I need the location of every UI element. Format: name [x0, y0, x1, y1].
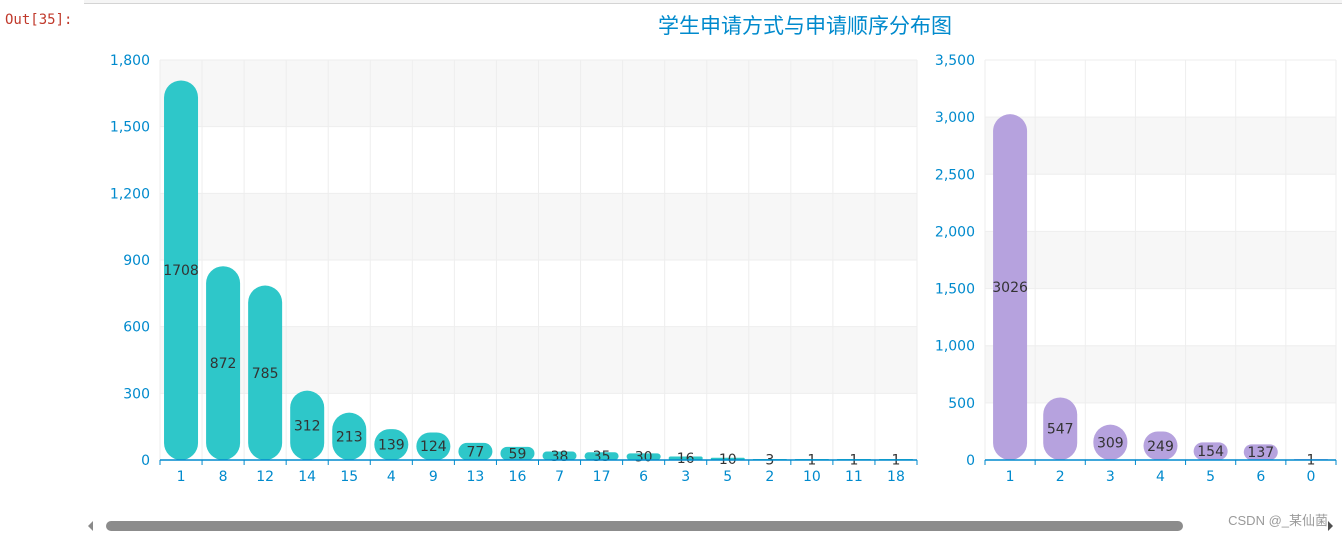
right-x-tick-label: 4	[1156, 469, 1165, 485]
left-y-tick-label: 1,500	[110, 120, 150, 136]
right-x-tick-label: 2	[1056, 469, 1065, 485]
left-y-tick-label: 900	[123, 253, 150, 269]
left-x-tick-label: 16	[509, 469, 527, 485]
left-x-tick-label: 7	[555, 469, 564, 485]
right-bar	[1193, 442, 1228, 460]
horizontal-scrollbar[interactable]	[88, 517, 1333, 535]
left-bar	[500, 446, 535, 460]
right-y-tick-label: 0	[966, 453, 975, 469]
scroll-right-arrow-icon[interactable]	[1328, 521, 1333, 531]
left-data-label: 872	[210, 356, 237, 372]
right-y-tick-label: 1,000	[935, 339, 975, 355]
right-y-tick-label: 3,500	[935, 53, 975, 69]
left-x-tick-label: 17	[593, 469, 611, 485]
left-data-label: 77	[467, 444, 485, 460]
left-bar	[332, 412, 367, 460]
output-prompt: Out[35]:	[5, 12, 73, 28]
left-data-label: 38	[551, 449, 569, 465]
right-grid-band	[985, 231, 1336, 289]
left-bar	[668, 456, 703, 460]
left-data-label: 139	[378, 438, 405, 454]
left-data-label: 59	[509, 446, 527, 462]
right-bar	[1043, 397, 1078, 460]
left-data-label: 124	[420, 439, 447, 455]
right-y-tick-label: 2,000	[935, 224, 975, 240]
right-data-label: 154	[1197, 444, 1224, 460]
right-y-tick-label: 1,500	[935, 282, 975, 298]
right-grid-band	[985, 345, 1336, 403]
right-bar	[993, 114, 1028, 461]
left-x-tick-label: 3	[681, 469, 690, 485]
left-bar	[542, 451, 577, 460]
right-data-label: 249	[1147, 439, 1174, 455]
left-data-label: 1708	[163, 263, 199, 279]
left-x-tick-label: 1	[177, 469, 186, 485]
right-y-tick-label: 500	[948, 396, 975, 412]
right-x-tick-label: 5	[1206, 469, 1215, 485]
right-x-tick-label: 3	[1106, 469, 1115, 485]
left-data-label: 785	[252, 366, 279, 382]
left-x-tick-label: 8	[219, 469, 228, 485]
left-data-label: 213	[336, 429, 363, 445]
right-bar	[1093, 424, 1128, 460]
right-data-label: 547	[1047, 422, 1074, 438]
scrollbar-thumb[interactable]	[106, 521, 1183, 531]
left-bar	[458, 442, 493, 460]
left-bar	[164, 80, 199, 460]
left-y-tick-label: 1,800	[110, 53, 150, 69]
left-bar	[584, 452, 619, 460]
left-x-tick-label: 12	[256, 469, 274, 485]
left-x-tick-label: 14	[298, 469, 316, 485]
scroll-left-arrow-icon[interactable]	[88, 521, 93, 531]
right-x-tick-label: 1	[1006, 469, 1015, 485]
left-x-tick-label: 18	[887, 469, 905, 485]
right-data-label: 309	[1097, 435, 1124, 451]
right-x-tick-label: 0	[1306, 469, 1315, 485]
left-x-tick-label: 4	[387, 469, 396, 485]
right-grid-band	[985, 117, 1336, 175]
left-y-tick-label: 1,200	[110, 186, 150, 202]
right-y-tick-label: 3,000	[935, 110, 975, 126]
right-data-label: 3026	[992, 280, 1028, 296]
left-x-tick-label: 11	[845, 469, 863, 485]
right-y-tick-label: 2,500	[935, 167, 975, 183]
left-bar	[374, 429, 409, 460]
left-y-tick-label: 300	[123, 386, 150, 402]
left-bar	[290, 390, 325, 460]
left-x-tick-label: 2	[765, 469, 774, 485]
right-bar	[1243, 444, 1278, 460]
left-x-tick-label: 10	[803, 469, 821, 485]
left-bar	[626, 453, 661, 460]
right-bar-chart: 05001,0001,5002,0002,5003,0003,500302654…	[935, 53, 1337, 485]
chart-title: 学生申请方式与申请顺序分布图	[658, 14, 952, 38]
left-x-tick-label: 5	[723, 469, 732, 485]
left-bar-chart: 03006009001,2001,5001,800170887278531221…	[110, 53, 918, 485]
left-y-tick-label: 600	[123, 320, 150, 336]
left-x-tick-label: 9	[429, 469, 438, 485]
watermark-text: CSDN @_某仙菌	[1228, 513, 1328, 528]
left-data-label: 35	[593, 449, 611, 465]
left-data-label: 312	[294, 418, 321, 434]
left-bar	[416, 432, 451, 460]
right-bar	[1143, 431, 1178, 460]
left-bar	[248, 285, 283, 460]
left-x-tick-label: 15	[340, 469, 358, 485]
cell-top-border	[84, 0, 1342, 4]
chart-canvas: 学生申请方式与申请顺序分布图 03006009001,2001,5001,800…	[110, 14, 1337, 485]
left-x-tick-label: 6	[639, 469, 648, 485]
left-bar	[206, 266, 241, 460]
left-y-tick-label: 0	[141, 453, 150, 469]
right-x-tick-label: 6	[1256, 469, 1265, 485]
right-data-label: 137	[1247, 445, 1274, 461]
left-x-tick-label: 13	[467, 469, 485, 485]
left-data-label: 30	[635, 450, 653, 466]
left-data-label: 16	[677, 451, 695, 467]
